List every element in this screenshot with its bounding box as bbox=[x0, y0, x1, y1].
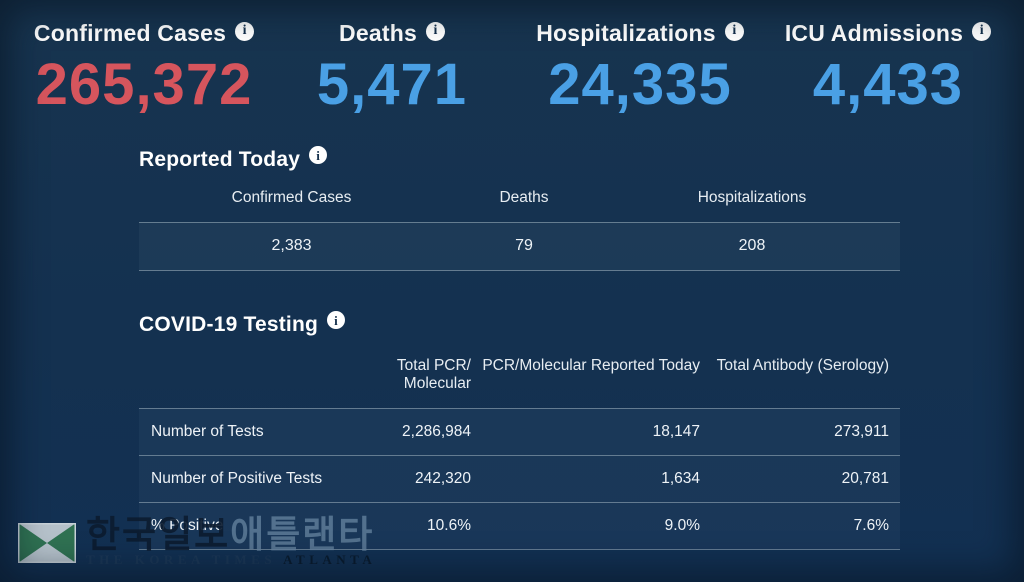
summary-stats-row: Confirmed Cases i 265,372 Deaths i 5,471 H… bbox=[20, 20, 1012, 114]
info-icon[interactable]: i bbox=[235, 21, 255, 41]
cell-value: 18,147 bbox=[652, 422, 700, 440]
info-icon[interactable]: i bbox=[724, 21, 744, 41]
info-icon[interactable]: i bbox=[425, 21, 445, 41]
korea-times-logo-icon bbox=[18, 523, 76, 563]
cell-value: 2,286,984 bbox=[402, 422, 471, 440]
cell-value: 9.0% bbox=[664, 516, 700, 534]
cell-value: 7.6% bbox=[853, 516, 889, 534]
column-header: Deaths bbox=[499, 188, 549, 206]
stat-value: 265,372 bbox=[35, 51, 253, 117]
stat-value: 4,433 bbox=[812, 51, 964, 117]
stat-card-deaths: Deaths i 5,471 bbox=[268, 20, 516, 114]
reported-confirmed-value: 2,383 bbox=[271, 237, 312, 254]
stat-card-confirmed-cases: Confirmed Cases i 265,372 bbox=[20, 20, 268, 114]
cell-value: 242,320 bbox=[414, 469, 471, 487]
cell-value: 20,781 bbox=[841, 469, 889, 487]
table-row: 2,383 79 208 bbox=[139, 221, 900, 271]
table-row-number-of-positive-tests: Number of Positive Tests 242,320 1,634 2… bbox=[139, 454, 900, 502]
covid-testing-table: Total PCR/ Molecular PCR/Molecular Repor… bbox=[139, 337, 900, 550]
watermark-latin-text: THE KOREA TIMES ATLANTA bbox=[86, 551, 377, 567]
reported-today-section: Reported Today i Confirmed Cases Deaths H… bbox=[139, 146, 900, 271]
stat-value: 24,335 bbox=[548, 51, 732, 117]
reported-hospitalizations-value: 208 bbox=[738, 237, 766, 254]
covid-testing-section: COVID-19 Testing i Total PCR/ Molecular P… bbox=[139, 311, 900, 550]
reported-deaths-value: 79 bbox=[515, 237, 533, 254]
column-header: Total PCR/ Molecular bbox=[396, 356, 471, 392]
column-header: Total Antibody (Serology) bbox=[716, 356, 889, 374]
testing-header-row: Total PCR/ Molecular PCR/Molecular Repor… bbox=[139, 337, 900, 408]
row-label: Number of Positive Tests bbox=[151, 469, 323, 487]
table-row-percent-positive: % Positive 10.6% 9.0% 7.6% bbox=[139, 501, 900, 550]
stat-label: ICU Admissions bbox=[784, 20, 964, 46]
cell-value: 10.6% bbox=[427, 516, 471, 534]
stat-card-icu-admissions: ICU Admissions i 4,433 bbox=[764, 20, 1012, 114]
info-icon[interactable]: i bbox=[972, 21, 992, 41]
stat-card-hospitalizations: Hospitalizations i 24,335 bbox=[516, 20, 764, 114]
table-row-number-of-tests: Number of Tests 2,286,984 18,147 273,911 bbox=[139, 407, 900, 455]
stat-label: Hospitalizations bbox=[536, 20, 716, 46]
empty-header-cell bbox=[151, 357, 329, 393]
reported-today-header-row: Confirmed Cases Deaths Hospitalizations bbox=[139, 172, 900, 222]
stat-label: Deaths bbox=[339, 20, 417, 46]
reported-today-table: Confirmed Cases Deaths Hospitalizations … bbox=[139, 172, 900, 271]
stat-value: 5,471 bbox=[316, 51, 468, 117]
reported-today-title: Reported Today i bbox=[139, 146, 900, 172]
column-header: PCR/Molecular Reported Today bbox=[482, 356, 700, 374]
covid-testing-title: COVID-19 Testing i bbox=[139, 311, 900, 337]
info-icon[interactable]: i bbox=[327, 311, 346, 329]
cell-value: 1,634 bbox=[661, 469, 700, 487]
stat-label: Confirmed Cases bbox=[33, 20, 227, 46]
column-header: Confirmed Cases bbox=[231, 188, 352, 206]
cell-value: 273,911 bbox=[834, 422, 889, 440]
column-header: Hospitalizations bbox=[697, 188, 807, 206]
row-label: % Positive bbox=[151, 516, 224, 534]
row-label: Number of Tests bbox=[151, 422, 264, 440]
info-icon[interactable]: i bbox=[309, 146, 328, 164]
